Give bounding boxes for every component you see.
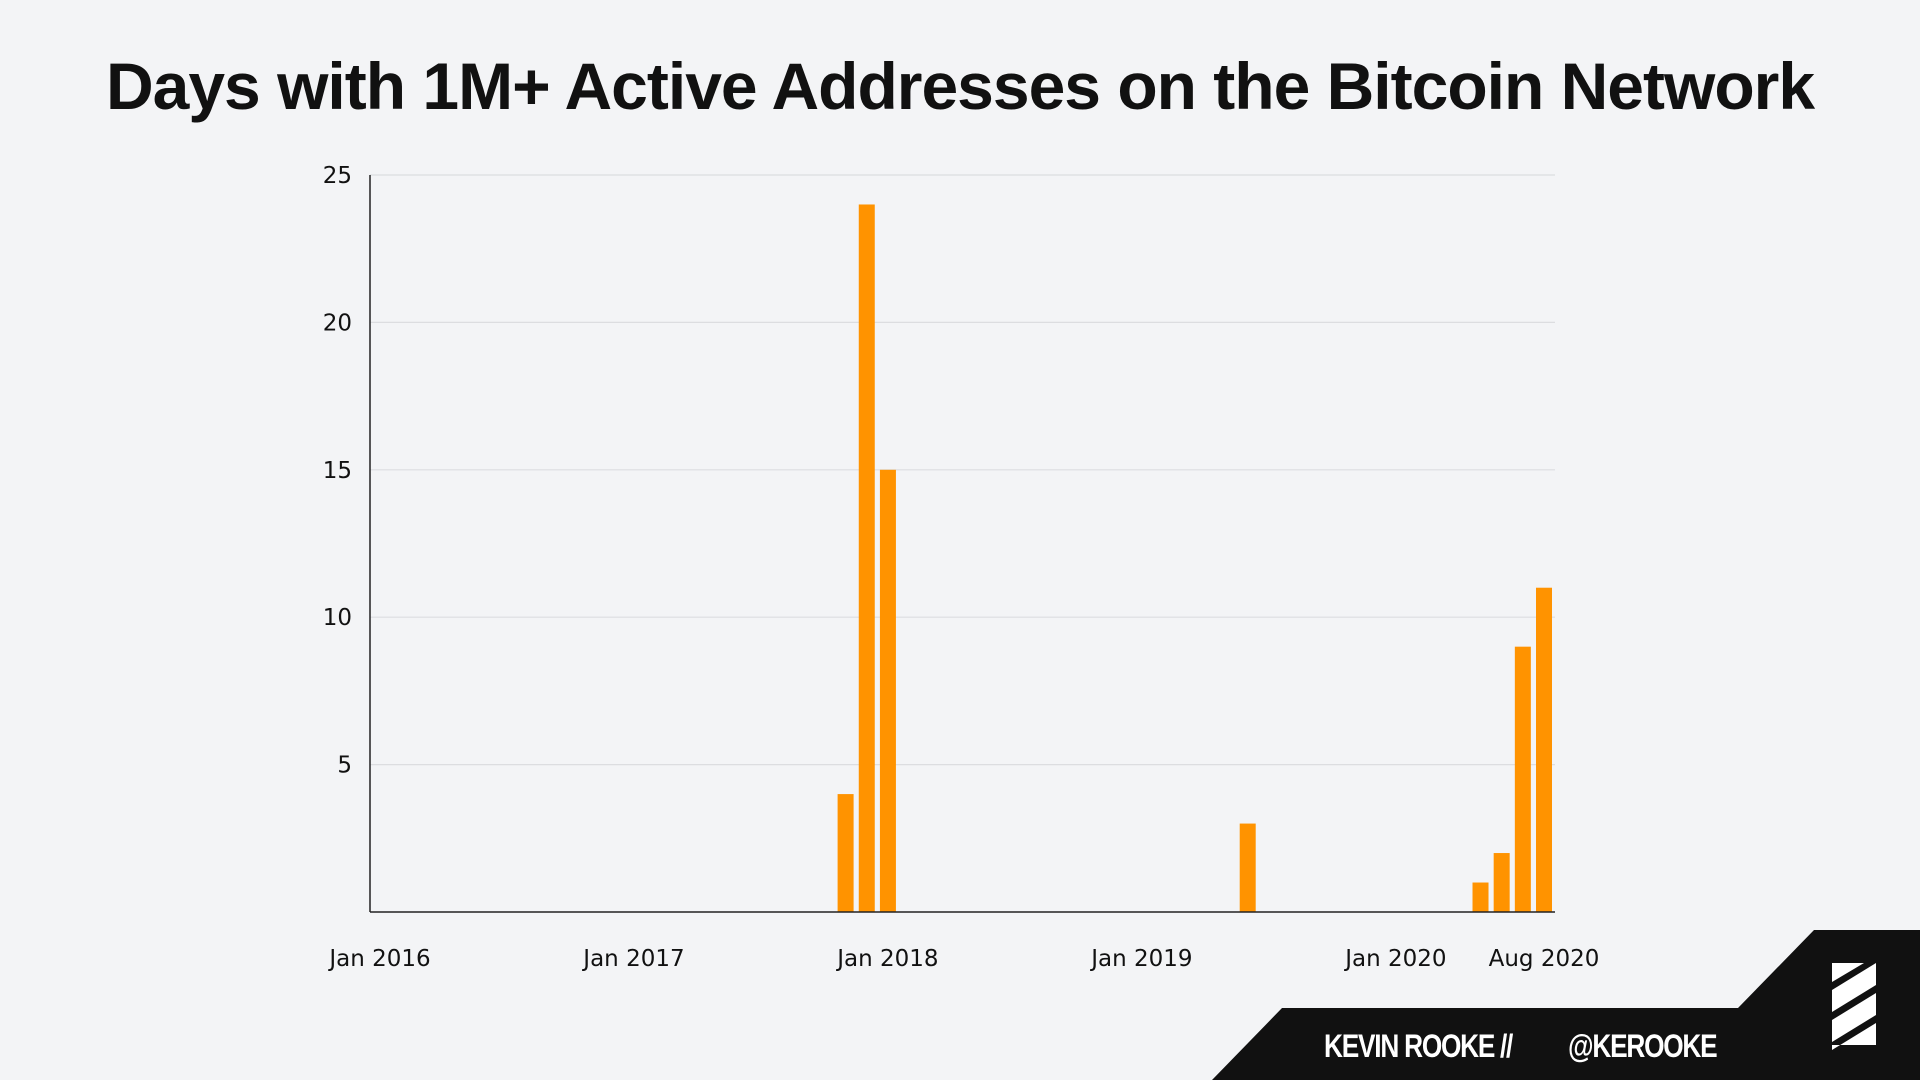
bar-2017-12 <box>858 204 875 913</box>
x-tick-label: Jan 2019 <box>1089 946 1192 972</box>
bar-2017-11 <box>837 794 854 912</box>
bar-2019-06 <box>1239 823 1256 912</box>
bar-2020-05 <box>1472 882 1489 912</box>
bar-2020-07 <box>1514 646 1531 912</box>
grid-lines <box>370 174 1555 766</box>
x-axis-ticks: Jan 2016 Jan 2017 Jan 2018 Jan 2019 Jan 2020… <box>327 946 1599 972</box>
chart-title: Days with 1M+ Active Addresses on the Bi… <box>105 49 1815 123</box>
logo-icon <box>1832 963 1876 1050</box>
y-tick-label: 25 <box>323 163 352 189</box>
bars <box>837 204 1552 913</box>
bar-2018-01 <box>879 469 896 912</box>
bar-2020-08 <box>1536 587 1552 912</box>
y-tick-label: 5 <box>337 753 352 779</box>
y-tick-label: 10 <box>323 605 352 631</box>
x-tick-label: Jan 2017 <box>581 946 684 972</box>
x-tick-label: Jan 2020 <box>1343 946 1446 972</box>
y-tick-label: 20 <box>323 310 352 336</box>
footer-author: KEVIN ROOKE <box>1324 1028 1495 1064</box>
y-axis-ticks: 5 10 15 20 25 <box>323 163 352 779</box>
footer-handle: @KEROOKE <box>1568 1028 1718 1064</box>
x-tick-label: Aug 2020 <box>1489 946 1600 972</box>
y-tick-label: 15 <box>323 458 352 484</box>
x-tick-label: Jan 2018 <box>835 946 938 972</box>
footer-separator: // <box>1500 1028 1513 1064</box>
x-tick-label: Jan 2016 <box>327 946 430 972</box>
bar-2020-06 <box>1493 853 1510 912</box>
